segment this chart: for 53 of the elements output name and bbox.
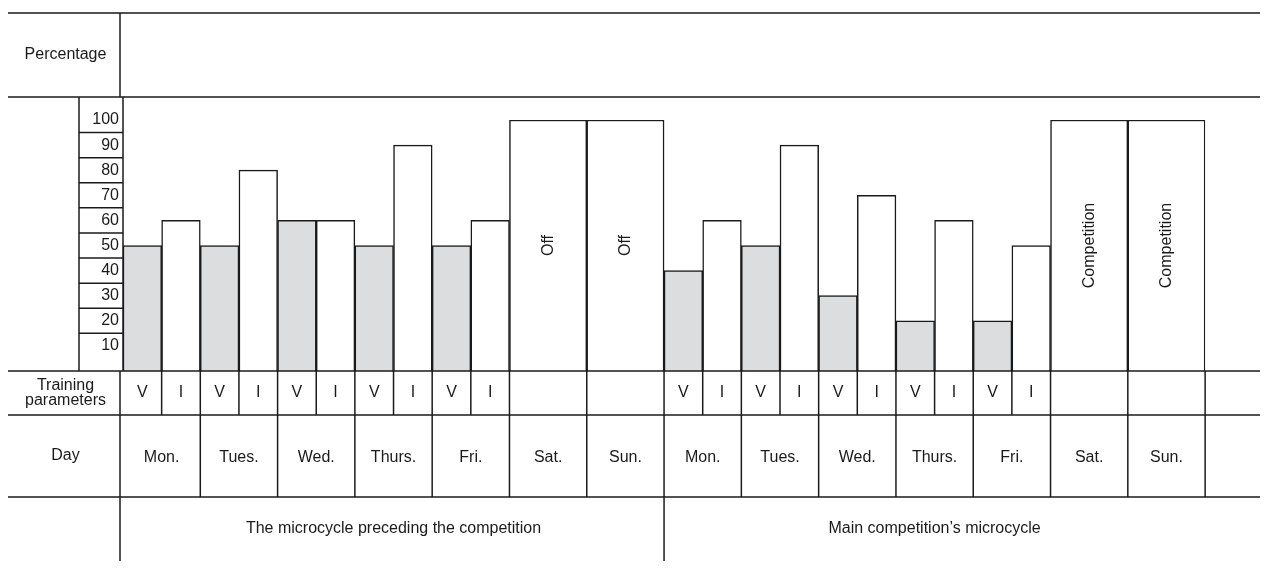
x-tick-label: Thurs. [370,448,417,466]
text: I [410,383,416,401]
text: The microcycle preceding the competition [245,519,542,537]
text: I [487,383,493,401]
x-tick-label: Wed. [838,448,876,466]
x-tick-label: Fri. [1000,448,1024,466]
annotation: Competition [1079,202,1097,289]
text: I [797,383,802,401]
x-tick-label: Sun. [1150,448,1183,466]
x-tick-label: Sat. [1074,448,1104,466]
x-tick-label: Fri. [459,448,483,466]
text: V [214,383,225,401]
y-tick-label: 50 [101,235,120,253]
text: Training parameters [25,375,106,408]
y-tick-label: 70 [101,185,120,203]
x-tick-label: Tues. [760,448,800,466]
text: V [368,383,380,401]
text: V [987,383,998,401]
text: I [256,383,261,401]
y-tick-label: 100 [92,110,120,128]
text: I [333,383,338,401]
series-label: I [178,383,184,401]
annotation: Off [538,234,556,257]
x-tick-label: Mon. [684,448,721,466]
y-axis-title: Percentage [24,45,107,63]
y-tick-label: 30 [101,286,120,304]
text: I [1028,383,1034,401]
y-tick-label: 40 [101,261,120,279]
x-tick-label: Sun. [608,448,642,466]
y-tick-label: 20 [101,311,120,329]
y-tick-label: 60 [101,210,120,228]
y-tick-label: 10 [101,336,120,354]
text: I [719,383,725,401]
text: V [446,383,457,401]
x-tick-label: Tues. [219,448,259,466]
text: V [678,383,689,401]
annotation: Off [615,234,633,257]
text: V [755,383,767,401]
text: Main competition’s microcycle [828,519,1041,537]
text: V [832,383,844,401]
x-axis-title: Day [51,446,80,464]
text: I [951,383,957,401]
y-tick-label: 80 [101,160,120,178]
text: V [909,383,921,401]
annotation: Competition [1156,202,1174,289]
x-tick-label: Sat. [533,448,563,466]
x-tick-label: Wed. [297,448,335,466]
x-tick-label: Thurs. [911,448,958,466]
x-tick-label: Mon. [143,448,180,466]
y-tick-label: 90 [101,135,120,153]
series-label: V [136,383,148,401]
text: I [874,383,879,401]
text: V [291,383,303,401]
